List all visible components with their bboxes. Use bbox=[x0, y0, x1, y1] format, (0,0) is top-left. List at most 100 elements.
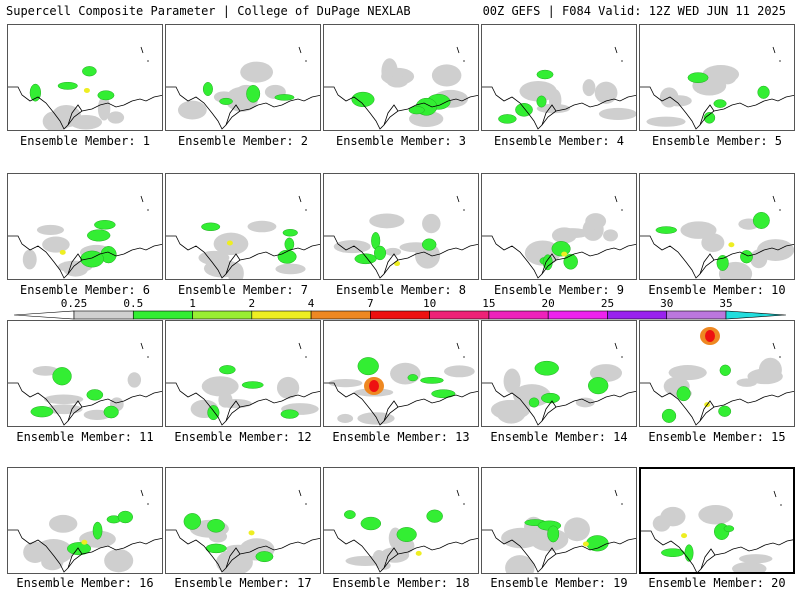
scp-contour-mid bbox=[426, 509, 443, 523]
scp-contour-high bbox=[681, 533, 688, 539]
colorbar-legend: 0.25 0.5 1 2 4 7 10 15 20 25 30 35 bbox=[13, 297, 787, 320]
ensemble-panel-3[interactable] bbox=[323, 24, 479, 131]
ensemble-panel-8[interactable] bbox=[323, 173, 479, 280]
coastline bbox=[482, 235, 636, 279]
scp-map bbox=[8, 195, 162, 279]
scp-contour-low bbox=[247, 220, 277, 233]
island-outline bbox=[298, 195, 307, 211]
scp-contour-low bbox=[218, 391, 233, 408]
ensemble-member-label: Ensemble Member: 1 bbox=[19, 134, 151, 148]
coastline bbox=[324, 235, 478, 279]
coastline bbox=[541, 104, 557, 126]
scp-contour-low bbox=[409, 110, 444, 128]
ensemble-panel-1[interactable] bbox=[7, 24, 163, 131]
ensemble-member-label: Ensemble Member: 10 bbox=[648, 283, 786, 297]
ensemble-member-label: Ensemble Member: 6 bbox=[19, 283, 151, 297]
coastline bbox=[8, 382, 162, 426]
scp-contour-mid bbox=[563, 253, 578, 270]
scp-map bbox=[166, 46, 320, 130]
ensemble-panel-9[interactable] bbox=[481, 173, 637, 280]
scp-contour-mid bbox=[117, 510, 134, 524]
scp-contour-mid bbox=[421, 238, 437, 251]
scp-contour-mid bbox=[351, 91, 375, 108]
scp-contour-low bbox=[646, 116, 686, 127]
colorbar-segment bbox=[547, 310, 608, 320]
scp-contour-low bbox=[386, 75, 408, 88]
island-outline bbox=[772, 195, 781, 211]
coastline bbox=[482, 382, 636, 426]
coastline bbox=[699, 400, 715, 422]
scp-map bbox=[640, 327, 794, 426]
colorbar-segment bbox=[607, 310, 668, 320]
colorbar-segment bbox=[370, 310, 430, 320]
scp-contour-mid bbox=[202, 82, 213, 96]
ensemble-panel-16[interactable] bbox=[7, 467, 163, 574]
ensemble-panel-15[interactable] bbox=[639, 320, 795, 427]
island-outline bbox=[456, 342, 465, 358]
scp-contour-high bbox=[561, 251, 568, 257]
ensemble-panel-13[interactable] bbox=[323, 320, 479, 427]
ensemble-member-label: Ensemble Member: 5 bbox=[651, 134, 783, 148]
scp-contour-low bbox=[127, 372, 142, 388]
colorbar-segment bbox=[132, 310, 193, 320]
coastline bbox=[482, 86, 636, 130]
ensemble-panel-14[interactable] bbox=[481, 320, 637, 427]
ensemble-panel-18[interactable] bbox=[323, 467, 479, 574]
scp-contour-mid bbox=[219, 365, 236, 375]
ensemble-panel-4[interactable] bbox=[481, 24, 637, 131]
ensemble-panel-10[interactable] bbox=[639, 173, 795, 280]
scp-contour-low bbox=[390, 362, 421, 385]
ensemble-panel-17[interactable] bbox=[165, 467, 321, 574]
island-outline bbox=[456, 46, 465, 62]
ensemble-panel-6[interactable] bbox=[7, 173, 163, 280]
scp-contour-mid bbox=[536, 95, 547, 108]
colorbar-tick-label: 7 bbox=[367, 297, 374, 310]
scp-contour-low bbox=[384, 247, 402, 256]
coastline bbox=[383, 400, 399, 422]
island-outline bbox=[140, 342, 149, 358]
island-outline bbox=[772, 46, 781, 62]
ensemble-panel-5[interactable] bbox=[639, 24, 795, 131]
coastline bbox=[166, 529, 320, 573]
ensemble-member-label: Ensemble Member: 3 bbox=[335, 134, 467, 148]
scp-map bbox=[324, 46, 478, 130]
scp-contour-red bbox=[369, 380, 379, 392]
ensemble-panel-19[interactable] bbox=[481, 467, 637, 574]
scp-contour-mid bbox=[183, 513, 202, 530]
scp-contour-mid bbox=[207, 405, 220, 421]
scp-map bbox=[166, 489, 320, 573]
scp-map bbox=[482, 342, 636, 426]
coastline bbox=[383, 253, 399, 275]
coastline bbox=[383, 104, 399, 126]
coastline bbox=[67, 253, 83, 275]
scp-contour-low bbox=[732, 561, 767, 572]
island-outline bbox=[456, 489, 465, 505]
coastline bbox=[67, 547, 83, 569]
scp-contour-mid bbox=[82, 66, 97, 77]
colorbar-segment bbox=[251, 310, 312, 320]
ensemble-panel-12[interactable] bbox=[165, 320, 321, 427]
scp-contour-high bbox=[728, 242, 735, 248]
scp-contour-low bbox=[666, 95, 692, 107]
ensemble-panel-2[interactable] bbox=[165, 24, 321, 131]
scp-contour-mid bbox=[344, 510, 356, 520]
island-outline bbox=[140, 489, 149, 505]
scp-map bbox=[8, 342, 162, 426]
ensemble-panel-7[interactable] bbox=[165, 173, 321, 280]
scp-contour-high bbox=[582, 541, 589, 547]
scp-contour-low bbox=[536, 103, 571, 114]
scp-contour-mid bbox=[219, 97, 233, 105]
scp-contour-mid bbox=[284, 237, 295, 251]
scp-contour-mid bbox=[703, 112, 716, 124]
ensemble-panel-11[interactable] bbox=[7, 320, 163, 427]
ensemble-panel-20[interactable] bbox=[639, 467, 795, 574]
scp-contour-low bbox=[22, 249, 37, 270]
scp-contour-low bbox=[107, 111, 125, 124]
ensemble-member-label: Ensemble Member: 19 bbox=[490, 576, 628, 590]
scp-contour-mid bbox=[92, 521, 103, 540]
ensemble-member-label: Ensemble Member: 11 bbox=[16, 430, 154, 444]
coastline bbox=[324, 382, 478, 426]
scp-contour-high bbox=[415, 550, 422, 556]
scp-contour-red bbox=[705, 330, 715, 342]
scp-contour-low bbox=[357, 412, 395, 425]
